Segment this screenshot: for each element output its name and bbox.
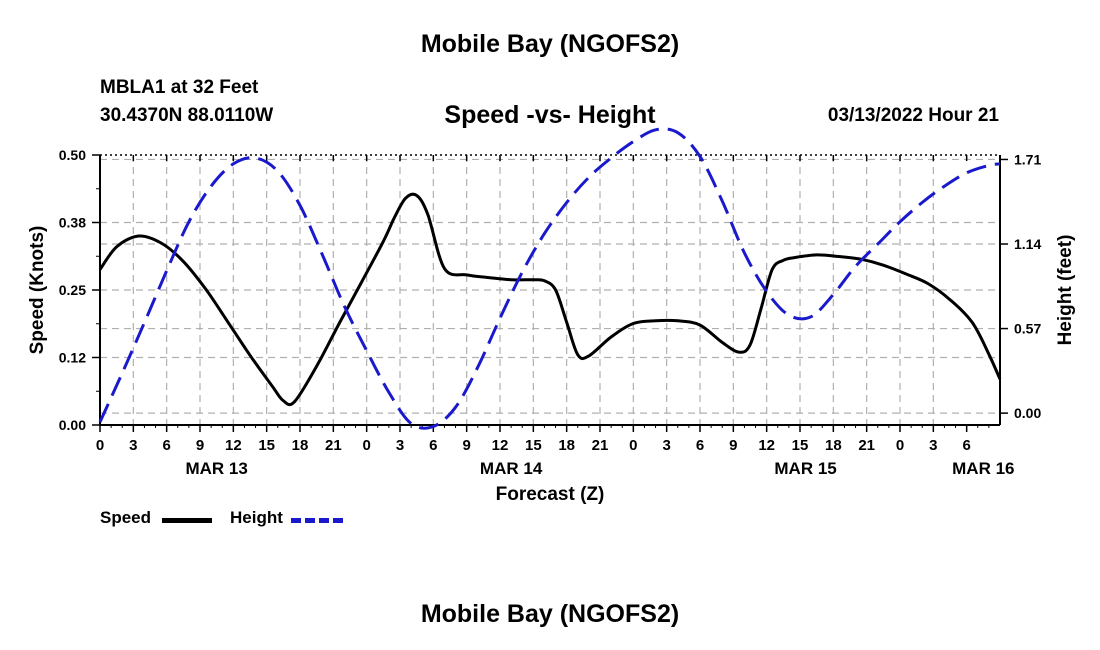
x-tick-label: 3 [929, 437, 937, 454]
series-line-speed [98, 192, 1002, 407]
x-day-label: MAR 13 [185, 459, 247, 478]
x-tick-label: 21 [858, 437, 875, 454]
y2-tick-label: 1.71 [1014, 151, 1041, 167]
x-tick-label: 12 [758, 437, 775, 454]
y-axis-title: Speed (Knots) [27, 226, 48, 355]
x-tick-label: 18 [558, 437, 575, 454]
y2-tick-label: 0.57 [1014, 321, 1041, 337]
x-tick-label: 6 [696, 437, 704, 454]
y2-tick-label: 0.00 [1014, 405, 1041, 421]
y-tick-label: 0.38 [59, 215, 86, 231]
legend-speed-swatch [162, 518, 212, 523]
x-day-label: MAR 16 [952, 459, 1014, 478]
page-title-repeat: Mobile Bay (NGOFS2) [420, 600, 680, 628]
legend-height-swatch [291, 518, 343, 523]
x-tick-label: 21 [325, 437, 342, 454]
legend-height-label: Height [230, 508, 283, 527]
x-tick-label: 21 [592, 437, 609, 454]
x-tick-label: 18 [292, 437, 309, 454]
y-tick-label: 0.12 [59, 350, 86, 366]
x-tick-label: 9 [196, 437, 204, 454]
x-tick-label: 3 [129, 437, 137, 454]
y-tick-label: 0.50 [59, 147, 86, 163]
x-tick-label: 6 [962, 437, 970, 454]
y2-axis-title: Height (feet) [1055, 235, 1076, 346]
chart-title: Speed -vs- Height [444, 101, 656, 129]
x-day-label: MAR 15 [774, 459, 836, 478]
x-tick-label: 18 [825, 437, 842, 454]
series-line-height [98, 127, 1001, 430]
x-tick-label: 0 [96, 437, 104, 454]
chart-datetime: 03/13/2022 Hour 21 [827, 105, 999, 126]
x-tick-label: 3 [396, 437, 404, 454]
y-tick-label: 0.25 [59, 282, 86, 298]
x-axis-title: Forecast (Z) [496, 484, 605, 505]
x-day-label: MAR 14 [480, 459, 543, 478]
page-title: Mobile Bay (NGOFS2) [420, 30, 680, 58]
x-tick-label: 15 [258, 437, 275, 454]
x-tick-label: 3 [662, 437, 670, 454]
x-tick-label: 15 [792, 437, 809, 454]
y-tick-label: 0.00 [59, 417, 86, 433]
x-tick-label: 12 [225, 437, 242, 454]
station-coordinates: 30.4370N 88.0110W [100, 105, 274, 126]
x-tick-label: 0 [896, 437, 904, 454]
x-tick-label: 6 [429, 437, 437, 454]
x-tick-label: 0 [629, 437, 637, 454]
x-tick-label: 9 [462, 437, 470, 454]
x-tick-label: 6 [162, 437, 170, 454]
station-name: MBLA1 at 32 Feet [100, 77, 259, 98]
x-tick-label: 9 [729, 437, 737, 454]
x-tick-label: 15 [525, 437, 542, 454]
legend-speed-label: Speed [100, 508, 152, 527]
x-tick-label: 0 [362, 437, 370, 454]
x-tick-label: 12 [492, 437, 509, 454]
y2-tick-label: 1.14 [1014, 236, 1041, 252]
